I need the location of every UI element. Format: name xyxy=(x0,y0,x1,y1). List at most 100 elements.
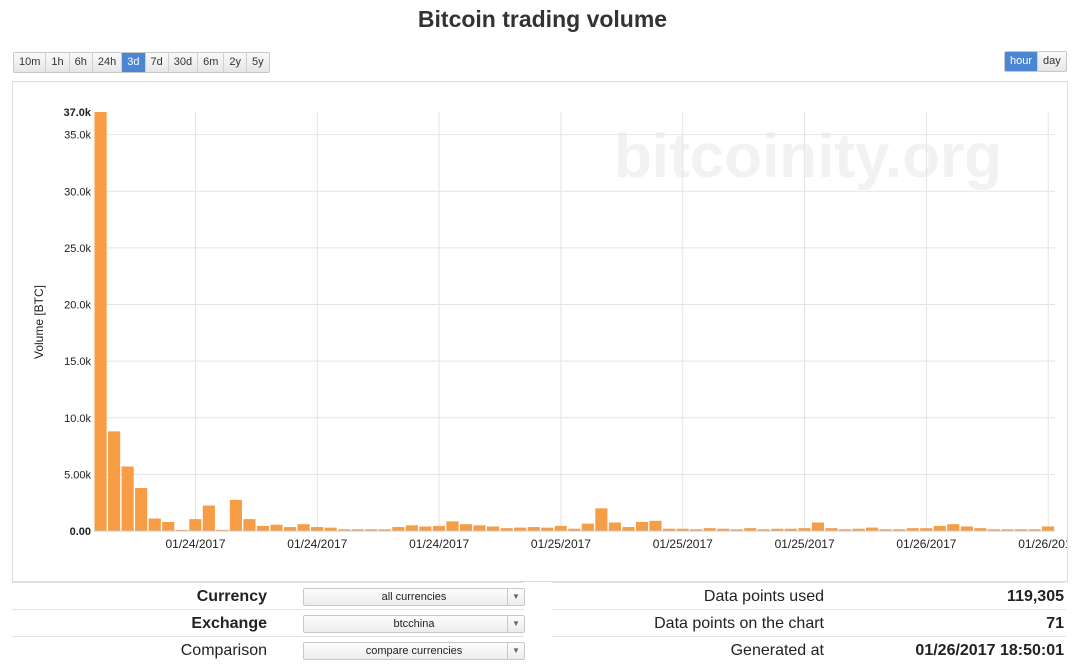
bar xyxy=(446,521,459,531)
chart-area: bitcoinity.org 0.00 5.00k 10.0k 15.0k 20.0k 25… xyxy=(12,81,1079,582)
bar xyxy=(893,529,906,531)
x-tick-label: 01/26/2017 xyxy=(1018,537,1067,551)
x-tick-label: 01/25/2017 xyxy=(653,537,713,551)
timeframe-button-1h[interactable]: 1h xyxy=(46,53,70,72)
bar xyxy=(825,528,838,531)
y-tick-label: 0.00 xyxy=(70,526,91,538)
bar xyxy=(757,529,770,531)
bar xyxy=(608,522,621,531)
bar xyxy=(270,524,283,531)
bar xyxy=(987,529,1000,531)
bar xyxy=(947,524,960,531)
bar xyxy=(784,528,797,531)
timeframe-button-24h[interactable]: 24h xyxy=(92,53,123,72)
timeframe-button-2y[interactable]: 2y xyxy=(224,53,248,72)
bar xyxy=(730,529,743,531)
generated-value: 01/26/2017 18:50:01 xyxy=(915,641,1064,659)
bar xyxy=(392,527,405,531)
y-tick-label: 20.0k xyxy=(64,300,91,312)
x-tick-label: 01/25/2017 xyxy=(775,537,835,551)
bar xyxy=(351,529,364,531)
timeframe-button-5y[interactable]: 5y xyxy=(247,53,269,72)
bar xyxy=(283,527,297,531)
bar xyxy=(432,525,446,531)
points-used-value: 119,305 xyxy=(1007,587,1064,605)
x-tick-label: 01/26/2017 xyxy=(896,537,956,551)
bar xyxy=(1001,529,1014,531)
bar xyxy=(744,528,757,531)
bar xyxy=(960,526,973,531)
bar xyxy=(866,527,879,531)
y-tick-label: 25.0k xyxy=(64,243,91,255)
timeframe-button-6m[interactable]: 6m xyxy=(198,53,225,72)
timeframe-button-10m[interactable]: 10m xyxy=(14,53,47,72)
currency-select[interactable]: all currencies ▼ xyxy=(303,588,525,606)
bar xyxy=(378,529,391,531)
bar xyxy=(595,508,608,531)
bar xyxy=(256,525,270,531)
bar xyxy=(1014,529,1028,531)
bar xyxy=(405,525,418,531)
timeframe-button-3d[interactable]: 3d xyxy=(122,53,146,72)
bar xyxy=(676,528,689,531)
exchange-select[interactable]: btcchina ▼ xyxy=(303,615,525,633)
bar xyxy=(487,526,500,531)
comparison-label: Comparison xyxy=(180,641,267,659)
bar xyxy=(554,525,567,531)
watermark: bitcoinity.org xyxy=(614,122,1002,191)
bar xyxy=(338,529,351,531)
bar xyxy=(527,527,540,531)
bar xyxy=(459,524,473,531)
bar xyxy=(717,528,730,531)
comparison-select[interactable]: compare currencies ▼ xyxy=(303,642,525,660)
currency-label: Currency xyxy=(196,587,267,605)
bar xyxy=(1041,526,1055,531)
bar xyxy=(906,528,919,531)
bar xyxy=(879,529,892,531)
exchange-label: Exchange xyxy=(191,614,267,632)
bar xyxy=(622,527,635,531)
y-tick-label: 5.00k xyxy=(64,469,91,481)
bar xyxy=(649,520,662,531)
bar xyxy=(798,528,811,531)
timeframe-button-30d[interactable]: 30d xyxy=(168,53,199,72)
exchange-select-value: btcchina xyxy=(393,618,435,630)
bar xyxy=(920,528,933,531)
bar xyxy=(514,527,527,531)
bar xyxy=(811,522,825,531)
bar xyxy=(162,521,175,531)
y-tick-label: 37.0k xyxy=(63,107,91,119)
generated-row: Generated at 01/26/2017 18:50:01 xyxy=(552,636,1066,664)
bar xyxy=(216,529,229,531)
chevron-down-icon: ▼ xyxy=(507,616,524,632)
bar xyxy=(311,527,324,531)
bar xyxy=(94,112,107,531)
chevron-down-icon: ▼ xyxy=(507,643,524,659)
points-used-label: Data points used xyxy=(703,587,824,605)
exchange-row: Exchange btcchina ▼ xyxy=(12,609,525,637)
bar xyxy=(974,528,987,531)
timeframe-selector: 10m 1h 6h 24h 3d 7d 30d 6m 2y 5y xyxy=(13,52,270,73)
bar xyxy=(933,525,946,531)
timeframe-button-7d[interactable]: 7d xyxy=(145,53,169,72)
bar xyxy=(703,528,716,531)
resolution-button-day[interactable]: day xyxy=(1038,52,1066,71)
points-used-row: Data points used 119,305 xyxy=(552,582,1066,610)
points-chart-row: Data points on the chart 71 xyxy=(552,609,1066,637)
bar xyxy=(148,518,161,531)
bar xyxy=(662,528,676,531)
resolution-button-hour[interactable]: hour xyxy=(1005,52,1039,71)
bar xyxy=(771,528,784,531)
bar xyxy=(581,523,594,531)
generated-label: Generated at xyxy=(730,641,824,659)
bar xyxy=(135,487,148,531)
resolution-selector: hour day xyxy=(1004,51,1067,72)
timeframe-button-6h[interactable]: 6h xyxy=(69,53,93,72)
bar xyxy=(365,529,378,531)
volume-chart: bitcoinity.org 0.00 5.00k 10.0k 15.0k 20.0k 25… xyxy=(32,107,1079,551)
y-tick-label: 10.0k xyxy=(64,413,91,425)
bar xyxy=(690,529,703,531)
x-tick-label: 01/24/2017 xyxy=(287,537,347,551)
bar xyxy=(473,525,486,531)
bar xyxy=(175,529,188,531)
